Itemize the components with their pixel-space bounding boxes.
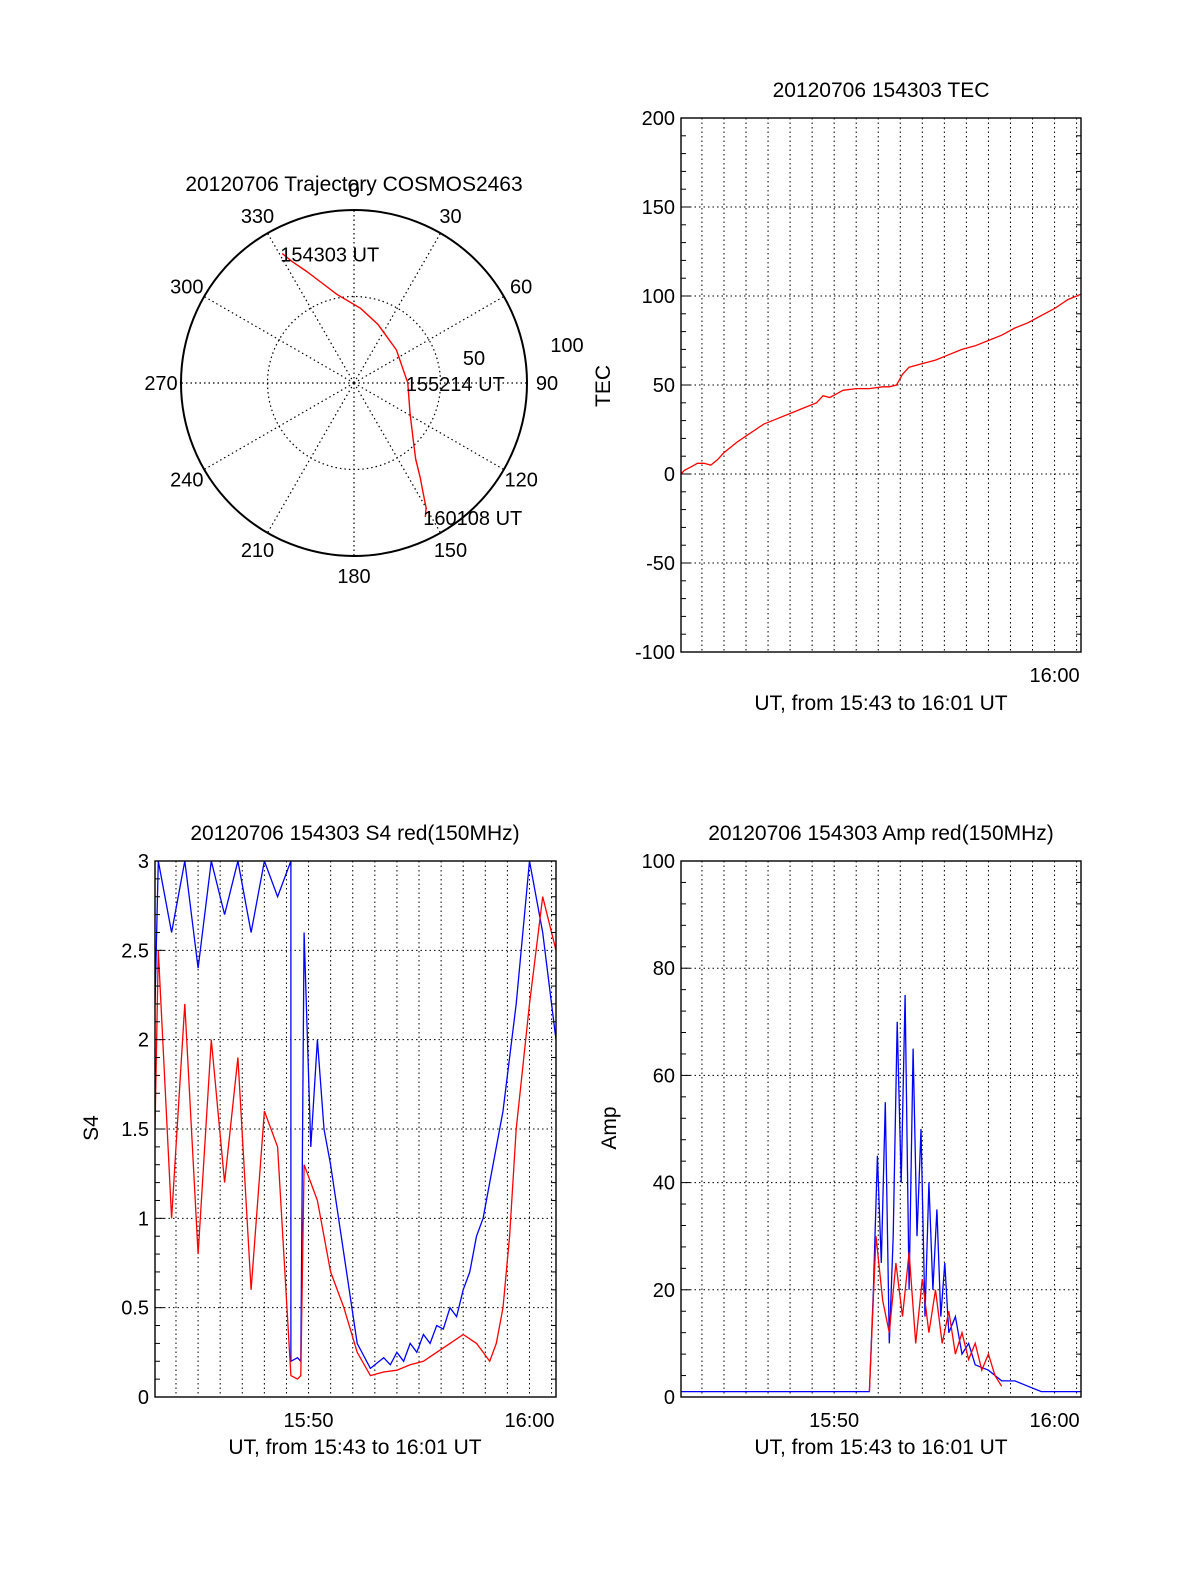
polar-outer-circle (180, 209, 528, 557)
polar-annotation: 160108 UT (423, 508, 522, 530)
polar-annotation: 154303 UT (280, 245, 379, 267)
s4-axes-box (154, 860, 557, 1398)
s4-ytick-label: 1 (138, 1208, 149, 1230)
polar-angle-label: 0 (348, 180, 359, 202)
tec-xtick-label: 16:00 (1030, 665, 1080, 687)
amp-ytick-label: 20 (653, 1280, 675, 1302)
tec-xlabel: UT, from 15:43 to 16:01 UT (754, 692, 1007, 715)
polar-angle-label: 150 (434, 540, 467, 562)
s4-ytick-label: 3 (138, 851, 149, 873)
polar-angle-label: 300 (170, 277, 203, 299)
amp-series-line (868, 1236, 1003, 1392)
amp-ytick-label: 60 (653, 1065, 675, 1087)
tec-ytick-label: 0 (664, 464, 675, 486)
polar-panel: 20120706 Trajectory COSMOS2463 0 30 60 90 12… (144, 173, 583, 588)
tec-title: 20120706 154303 TEC (773, 79, 990, 102)
s4-series-line (155, 861, 556, 1370)
s4-ytick-label: 0 (138, 1387, 149, 1409)
s4-ytick-label: 2 (138, 1030, 149, 1052)
amp-xtick-label: 15:50 (809, 1410, 859, 1432)
amp-ytick-label: 100 (642, 851, 675, 873)
amp-ytick-label: 40 (653, 1173, 675, 1195)
s4-xtick-label: 15:50 (283, 1410, 333, 1432)
amp-ytick-label: 80 (653, 958, 675, 980)
s4-xlabel: UT, from 15:43 to 16:01 UT (228, 1436, 481, 1459)
polar-angle-label: 30 (439, 206, 461, 228)
polar-angle-label: 240 (170, 470, 203, 492)
s4-xtick-label: 16:00 (504, 1410, 554, 1432)
polar-radius-label: 50 (463, 348, 485, 370)
polar-angle-label: 270 (144, 373, 177, 395)
amp-panel: 20120706 154303 Amp red(150MHz) Amp UT, … (598, 822, 1082, 1459)
polar-radius-label: 100 (550, 335, 583, 357)
polar-angle-label: 180 (337, 566, 370, 588)
amp-ytick-label: 0 (664, 1387, 675, 1409)
polar-angle-label: 210 (241, 540, 274, 562)
polar-angle-label: 330 (241, 206, 274, 228)
amp-xlabel: UT, from 15:43 to 16:01 UT (754, 1436, 1007, 1459)
s4-title: 20120706 154303 S4 red(150MHz) (190, 822, 519, 845)
polar-angle-label: 120 (504, 470, 537, 492)
polar-angle-label: 90 (536, 373, 558, 395)
tec-panel: 20120706 154303 TEC TEC UT, from 15:43 t… (592, 79, 1082, 715)
tec-ylabel: TEC (592, 365, 615, 407)
polar-spoke (353, 232, 442, 384)
tec-ytick-label: 200 (642, 108, 675, 130)
amp-series-line (681, 994, 1081, 1393)
s4-ytick-label: 1.5 (121, 1119, 149, 1141)
amp-xtick-label: 16:00 (1030, 1410, 1080, 1432)
amp-ylabel: Amp (598, 1106, 621, 1149)
polar-ring (266, 295, 442, 471)
polar-spoke (353, 295, 505, 384)
polar-annotations: 154303 UT 155214 UT 160108 UT (280, 245, 522, 531)
polar-angle-label: 60 (510, 277, 532, 299)
polar-trajectory (281, 252, 427, 518)
amp-title: 20120706 154303 Amp red(150MHz) (708, 822, 1054, 845)
polar-angle-labels: 0 30 60 90 120 150 180 210 240 270 300 330 (144, 180, 558, 588)
tec-series-line (681, 293, 1081, 475)
polar-spoke (266, 232, 355, 384)
s4-ytick-label: 2.5 (121, 940, 149, 962)
tec-ytick-label: -50 (646, 553, 675, 575)
amp-axes-box (680, 860, 1082, 1398)
s4-panel: 20120706 154303 S4 red(150MHz) S4 UT, fr… (80, 822, 557, 1459)
polar-title: 20120706 Trajectory COSMOS2463 (185, 173, 522, 196)
tec-ytick-label: 150 (642, 197, 675, 219)
polar-trajectory-line (281, 252, 427, 518)
s4-ytick-label: 0.5 (121, 1298, 149, 1320)
tec-ytick-label: -100 (635, 642, 675, 664)
s4-ylabel: S4 (80, 1115, 103, 1141)
polar-annotation: 155214 UT (406, 374, 505, 396)
polar-spoke (203, 295, 355, 384)
tec-ytick-label: 50 (653, 375, 675, 397)
s4-series-line (155, 896, 556, 1380)
polar-radius-labels: 50 100 (463, 335, 584, 370)
tec-ytick-label: 100 (642, 286, 675, 308)
